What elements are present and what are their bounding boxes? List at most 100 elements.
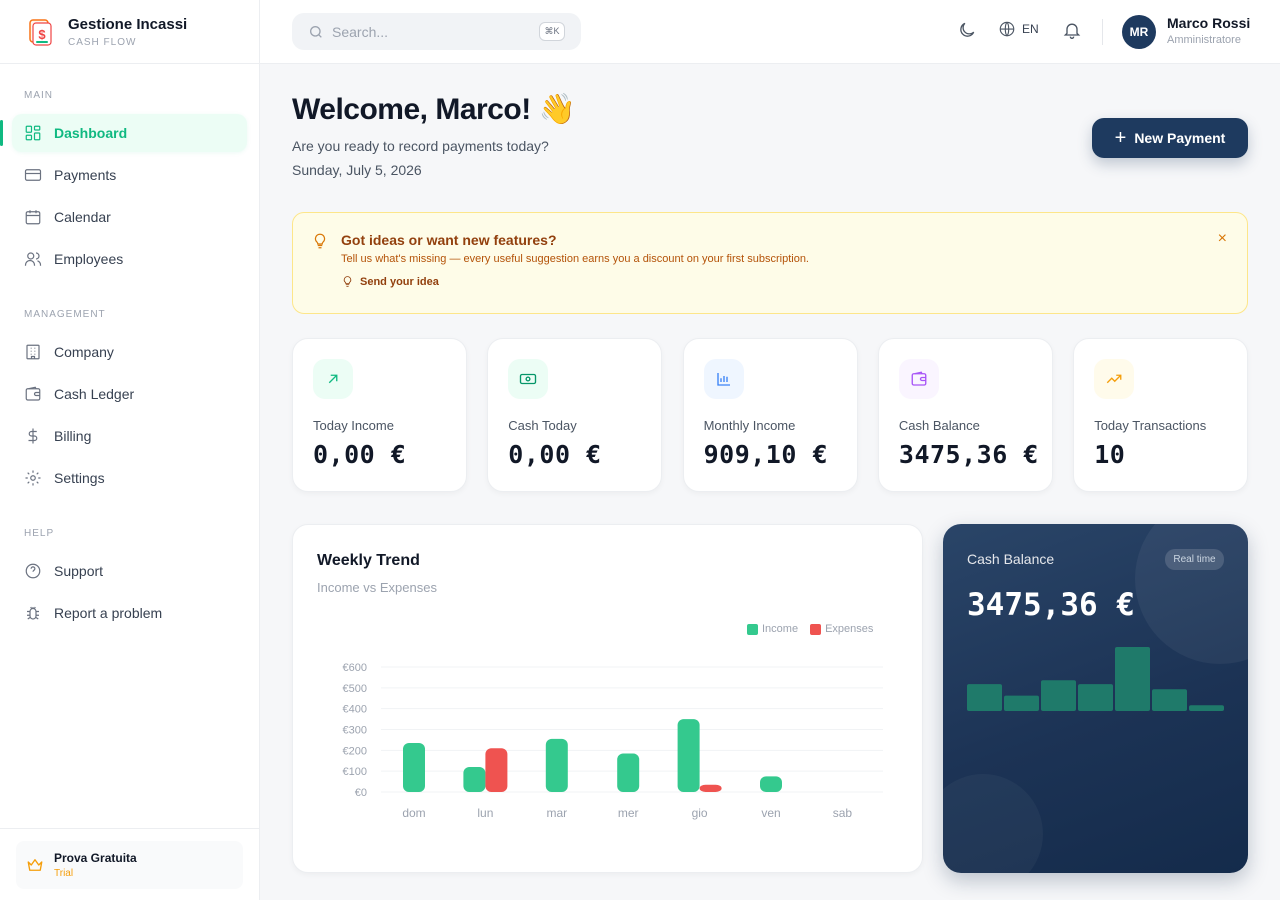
search-box[interactable]: ⌘K <box>292 13 581 50</box>
user-name[interactable]: Marco Rossi <box>1167 15 1251 31</box>
balance-value: 3475,36 € <box>967 587 1135 623</box>
mini-bar <box>1004 695 1039 711</box>
x-tick-label: lun <box>477 806 493 820</box>
sidebar-item-billing[interactable]: Billing <box>12 417 247 455</box>
header-divider <box>1102 19 1103 45</box>
sidebar-item-payments[interactable]: Payments <box>12 156 247 194</box>
stat-card[interactable]: Cash Today 0,00 € <box>487 338 663 492</box>
section-label: MAIN <box>24 90 53 101</box>
search-shortcut: ⌘K <box>539 22 565 41</box>
bar-income <box>545 738 568 792</box>
sidebar-item-label: Support <box>54 563 104 579</box>
section-label: HELP <box>24 528 55 539</box>
current-date: Sunday, July 5, 2026 <box>292 162 422 178</box>
language-selector[interactable]: EN <box>998 20 1039 38</box>
sidebar-item-dashboard[interactable]: Dashboard <box>0 114 247 152</box>
stat-card[interactable]: Monthly Income 909,10 € <box>682 338 858 492</box>
balance-mini-chart <box>967 647 1224 711</box>
x-tick-label: mar <box>546 806 567 820</box>
calendar-icon <box>25 210 41 225</box>
weekly-trend-card: Weekly Trend Income vs Expenses Income Ex… <box>292 524 923 873</box>
mini-bar <box>1189 705 1224 711</box>
brand[interactable]: $ Gestione Incassi CASH FLOW <box>0 0 259 64</box>
sidebar-item-report-a-problem[interactable]: Report a problem <box>12 594 247 632</box>
x-tick-label: mer <box>618 806 639 820</box>
stat-card[interactable]: Today Income 0,00 € <box>292 338 467 492</box>
stat-label: Cash Balance <box>898 418 980 433</box>
stat-card[interactable]: Cash Balance 3475,36 € <box>877 338 1053 492</box>
sidebar: $ Gestione Incassi CASH FLOW MAIN Dashboa… <box>0 0 260 900</box>
sidebar-item-calendar[interactable]: Calendar <box>12 198 247 236</box>
notifications-button[interactable] <box>1062 20 1084 42</box>
top-header: ⌘K EN MR Marco Rossi Amministratore <box>260 0 1280 64</box>
sidebar-item-cash-ledger[interactable]: Cash Ledger <box>12 375 247 413</box>
y-tick-label: €0 <box>355 787 367 799</box>
new-payment-button[interactable]: + New Payment <box>1092 118 1248 158</box>
sidebar-item-support[interactable]: Support <box>12 552 247 590</box>
banner-text: Tell us what's missing — every useful su… <box>341 253 809 265</box>
stat-value: 0,00 € <box>313 440 407 469</box>
stat-value: 10 <box>1094 440 1126 469</box>
sidebar-item-settings[interactable]: Settings <box>12 459 247 497</box>
weekly-bar-chart: €0 €100 €200 €300 €400 €500 €600 dom lun mar mer gi… <box>343 662 883 820</box>
legend-swatch <box>810 623 822 635</box>
legend-item: Income <box>747 623 798 635</box>
trial-title: Prova Gratuita <box>54 851 137 865</box>
plus-icon: + <box>1114 127 1127 149</box>
feedback-banner: Got ideas or want new features? Tell us … <box>292 212 1248 314</box>
logo-icon: $ <box>24 15 56 48</box>
legend-label: Expenses <box>825 623 874 635</box>
new-payment-label: New Payment <box>1134 130 1226 146</box>
sidebar-item-label: Cash Ledger <box>54 386 135 402</box>
dollar-icon <box>28 428 38 444</box>
decor-circle <box>1135 524 1248 664</box>
send-idea-link[interactable]: Send your idea <box>341 275 439 288</box>
sidebar-item-label: Employees <box>54 251 124 267</box>
bar-chart-icon <box>703 359 744 399</box>
stat-card[interactable]: Today Transactions 10 <box>1073 338 1249 492</box>
users-icon <box>24 252 42 266</box>
bar-income <box>403 743 425 792</box>
y-tick-label: €300 <box>343 725 367 737</box>
sidebar-item-label: Settings <box>54 470 105 486</box>
stat-value: 3475,36 € <box>898 440 1039 469</box>
search-input[interactable] <box>332 23 532 40</box>
sidebar-item-label: Report a problem <box>54 605 163 621</box>
trial-box[interactable]: Prova Gratuita Trial <box>16 841 243 889</box>
stat-label: Today Income <box>313 418 394 433</box>
bug-icon <box>27 606 39 620</box>
realtime-badge: Real time <box>1165 549 1224 570</box>
y-tick-label: €400 <box>343 704 367 716</box>
x-tick-label: ven <box>761 806 780 820</box>
sidebar-item-employees[interactable]: Employees <box>12 240 247 278</box>
balance-title: Cash Balance <box>967 551 1055 567</box>
sidebar-item-label: Calendar <box>54 209 111 225</box>
wallet-icon <box>898 359 939 399</box>
y-tick-label: €100 <box>343 766 367 778</box>
lightbulb-small-icon <box>343 276 352 287</box>
bar-income <box>677 719 700 792</box>
decor-circle <box>943 774 1043 873</box>
sidebar-item-label: Billing <box>54 428 92 444</box>
sidebar-item-label: Dashboard <box>54 125 128 141</box>
bar-income <box>617 753 640 792</box>
avatar[interactable]: MR <box>1122 15 1156 49</box>
help-circle-icon <box>25 563 41 579</box>
stat-value: 0,00 € <box>508 440 602 469</box>
x-tick-label: dom <box>402 806 425 820</box>
banknote-icon <box>508 359 549 399</box>
y-tick-label: €600 <box>343 662 367 674</box>
y-tick-label: €200 <box>343 745 367 757</box>
arrow-up-right-icon <box>313 359 353 399</box>
mini-bar <box>1115 647 1150 711</box>
close-icon[interactable]: × <box>1217 230 1227 247</box>
card-icon <box>24 169 42 181</box>
theme-toggle-button[interactable] <box>957 20 979 42</box>
user-role: Amministratore <box>1167 34 1241 46</box>
legend-swatch <box>747 623 758 635</box>
sidebar-item-company[interactable]: Company <box>12 333 247 371</box>
bar-expenses <box>485 748 508 792</box>
page-subtitle: Are you ready to record payments today? <box>292 138 549 154</box>
trial-panel: Prova Gratuita Trial <box>0 828 259 900</box>
brand-title: Gestione Incassi <box>68 15 188 33</box>
